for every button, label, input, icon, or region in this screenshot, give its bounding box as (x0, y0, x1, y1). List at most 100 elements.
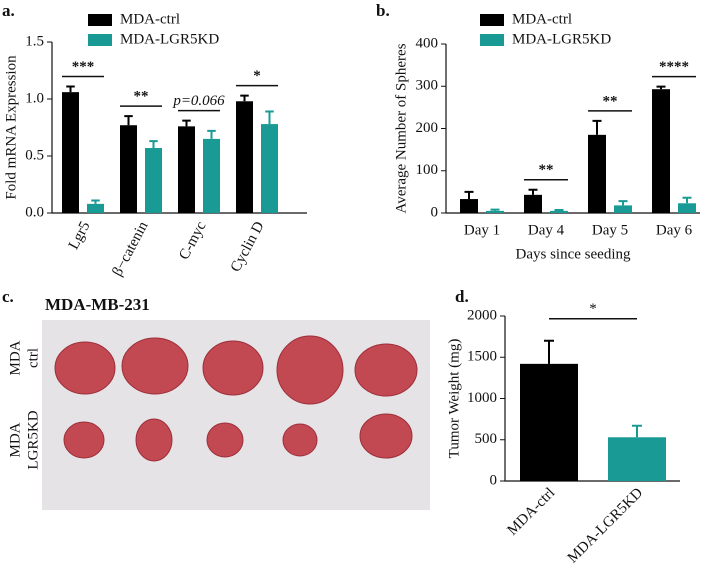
x-tick-label: Day 1 (464, 222, 500, 238)
error-bar (632, 424, 642, 438)
y-tick-label: 1.0 (25, 90, 44, 106)
significance-label: ** (134, 89, 149, 105)
y-tick-label: 1000 (467, 390, 497, 406)
x-tick-label: Day 6 (656, 222, 693, 238)
significance-label: p=0.066 (172, 93, 225, 109)
bar (203, 138, 220, 213)
bar (236, 101, 253, 213)
legend-label: MDA-ctrl (512, 11, 572, 27)
error-bar (182, 119, 191, 127)
error-bar (240, 94, 249, 102)
photo-title: MDA-MB-231 (45, 295, 150, 314)
bar (608, 437, 666, 481)
y-tick-label: 500 (475, 431, 498, 447)
tumor (135, 418, 173, 462)
y-axis-title: Tumor Weight (mg) (446, 339, 462, 459)
legend-swatch (88, 14, 112, 26)
tumor (276, 335, 344, 405)
row-label: LGR5KD (25, 410, 41, 469)
bar (486, 210, 504, 213)
tumor (206, 422, 244, 458)
significance-label: **** (659, 59, 689, 75)
y-tick-label: 200 (416, 120, 439, 136)
row-label: MDA (7, 422, 23, 457)
error-bar (66, 85, 75, 93)
panel-label: c. (2, 287, 14, 306)
error-bar (207, 129, 216, 139)
x-tick-label: β−catenin (110, 219, 152, 279)
row-label: MDA (7, 340, 23, 375)
y-tick-label: 100 (416, 162, 439, 178)
x-tick-label: C-myc (176, 219, 209, 263)
error-bar (592, 119, 602, 135)
legend-swatch (480, 34, 504, 46)
legend-swatch (480, 14, 504, 26)
legend-label: MDA-LGR5KD (120, 31, 219, 47)
significance-label: ** (603, 93, 618, 109)
photo-panel: c. MDA-MB-231 MDA ctrl MDA LGR5KD (2, 287, 430, 510)
tumor (282, 423, 318, 457)
bar (678, 203, 696, 213)
panel-label: b. (376, 1, 390, 20)
error-bar (656, 85, 666, 90)
bar (62, 92, 79, 213)
error-bar (554, 209, 564, 212)
error-bar (464, 190, 474, 200)
y-tick-label: 1500 (467, 349, 497, 365)
x-tick-label: MDA-LGR5KD (565, 485, 647, 567)
error-bar (618, 200, 628, 206)
y-tick-label: 1.5 (25, 33, 44, 49)
bar (261, 124, 278, 213)
significance-label: * (253, 68, 261, 84)
y-tick-label: 0 (431, 204, 439, 220)
error-bar (490, 208, 500, 211)
panel-label: a. (2, 1, 15, 20)
x-tick-label: MDA-ctrl (505, 485, 559, 539)
row-label: ctrl (25, 348, 41, 368)
x-tick-label: Lgr5 (66, 219, 94, 252)
bar (524, 194, 542, 213)
bar (550, 210, 568, 213)
y-axis-title: Average Number of Spheres (393, 43, 409, 213)
error-bar (91, 199, 100, 204)
y-tick-label: 300 (416, 78, 439, 94)
tumor (63, 421, 105, 459)
bar (87, 203, 104, 213)
tumor (354, 343, 418, 397)
bar (520, 363, 578, 481)
tumor (202, 340, 264, 396)
significance-label: *** (72, 59, 95, 75)
y-tick-label: 400 (416, 35, 439, 51)
bar (120, 125, 137, 213)
y-tick-label: 2000 (467, 307, 497, 323)
bar (145, 148, 162, 213)
tumor (121, 337, 189, 395)
panel-label: d. (455, 287, 469, 306)
bar (460, 199, 478, 213)
error-bar (149, 140, 158, 149)
error-bar (528, 188, 538, 195)
x-tick-label: Cyclin D (228, 219, 268, 275)
bar (652, 89, 670, 213)
legend-label: MDA-LGR5KD (512, 31, 611, 47)
error-bar (544, 339, 554, 364)
error-bar (124, 115, 133, 126)
legend-label: MDA-ctrl (120, 11, 180, 27)
y-axis-title: Fold mRNA Expression (3, 55, 19, 200)
legend-swatch (88, 34, 112, 46)
y-tick-label: 0.5 (25, 147, 44, 163)
x-axis-title: Days since seeding (516, 246, 631, 262)
bar (614, 205, 632, 213)
significance-label: ** (539, 162, 554, 178)
y-tick-label: 0 (490, 472, 498, 488)
significance-label: * (589, 301, 597, 317)
bar (178, 126, 195, 213)
tumor (359, 413, 413, 459)
y-tick-label: 0.0 (25, 204, 44, 220)
x-tick-label: Day 5 (592, 222, 628, 238)
error-bar (682, 196, 692, 204)
error-bar (265, 110, 274, 125)
tumor (54, 341, 116, 395)
x-tick-label: Day 4 (528, 222, 565, 238)
